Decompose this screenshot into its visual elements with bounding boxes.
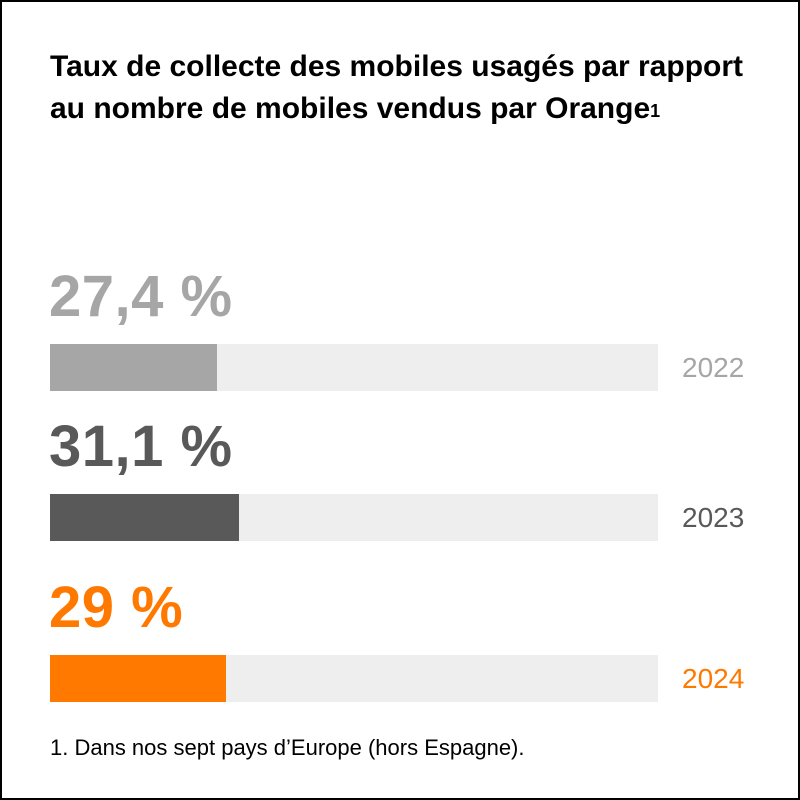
- year-label-2022: 2022: [682, 352, 745, 383]
- bar-row-2022: 27,4 % 2022: [2, 264, 800, 394]
- bar-value-label-2023: 31,1 %: [49, 414, 233, 479]
- chart-title-text: Taux de collecte des mobiles usagés par …: [50, 50, 744, 125]
- title-footnote-marker: 1: [650, 101, 661, 121]
- bar-row-2023: 31,1 % 2023: [2, 414, 800, 544]
- bar-row-2024: 29 % 2024: [2, 575, 800, 705]
- bar-2022: [50, 344, 217, 391]
- year-label-2024: 2024: [682, 663, 745, 694]
- footnote: 1. Dans nos sept pays d’Europe (hors Esp…: [50, 735, 525, 760]
- bar-track-2023: [50, 494, 658, 541]
- bar-value-label-2024: 29 %: [49, 575, 184, 640]
- bar-track-2024: [50, 655, 658, 702]
- chart-title: Taux de collecte des mobiles usagés par …: [50, 46, 770, 130]
- bar-2023: [50, 494, 240, 541]
- bar-2024: [50, 655, 227, 702]
- bar-value-label-2022: 27,4 %: [49, 264, 233, 329]
- bar-track-2022: [50, 344, 658, 391]
- year-label-2023: 2023: [682, 502, 745, 533]
